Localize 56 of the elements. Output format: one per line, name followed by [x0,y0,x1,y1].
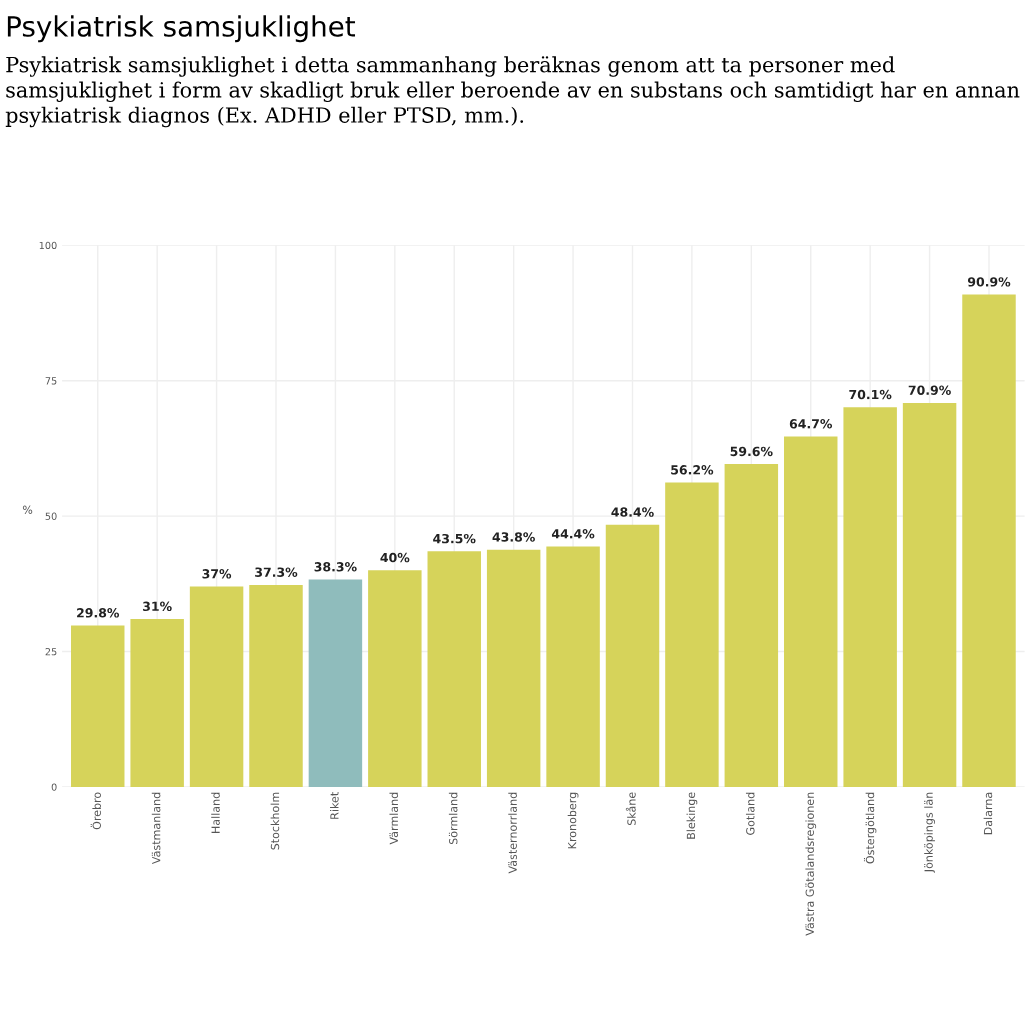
x-tick-label: Kronoberg [567,792,579,849]
chart-subtitle: Psykiatrisk samsjuklighet i detta sammanhang beräknas genom att ta personer med samsjuklighet i form av skadligt bruk eller beroende av en substans och samtidigt har en annan psykiatrisk diagnos (Ex. ADHD eller PTSD, mm.). [5,56,1020,128]
x-tick-label: Västernorrland [508,792,517,874]
bar [368,570,422,787]
bar [308,579,363,787]
x-tick-label: Stockholm [270,792,280,850]
bar [902,402,957,787]
data-label: 29.8% [77,608,120,618]
x-tick-label: Värmland [389,792,399,845]
bar [665,482,719,787]
bar [486,549,541,787]
x-tick-label: Halland [211,792,220,833]
data-label: 31% [143,601,172,612]
data-label: 64.7% [789,419,833,429]
data-label: 37% [202,569,232,579]
bar [962,294,1016,787]
data-label: 70.1% [849,389,892,400]
x-tick-label: Skåne [625,792,636,826]
y-tick-label: 75 [45,377,57,385]
y-tick-label: 100 [39,241,57,250]
x-tick-label: Riket [330,792,339,819]
bar [784,436,838,787]
y-tick-label: 0 [51,783,57,791]
x-tick-label: Sörmland [448,792,458,845]
data-label: 90.9% [967,277,1011,287]
data-label: 44.4% [551,529,595,539]
data-label: 56.2% [671,465,714,475]
bar [605,524,660,787]
x-tick-label: Jönköpings län [924,792,935,873]
y-tick-label: 50 [45,512,57,520]
x-tick-label: Gotland [745,792,755,835]
bar [189,586,244,787]
x-tick-label: Örebro [90,792,101,830]
bar [427,551,481,787]
x-tick-label: Västmanland [151,792,161,865]
x-tick-label: Östergötland [863,792,877,864]
chart-title: Psykiatrisk samsjuklighet [7,15,356,43]
bar [71,625,125,787]
bar [249,584,303,787]
y-tick-label: 25 [45,648,57,656]
bar [130,619,184,787]
data-label: 37.3% [255,567,298,577]
data-label: 38.3% [314,562,357,572]
x-tick-label: Blekinge [686,792,698,839]
y-axis-title: % [22,505,33,514]
data-label: 70.9% [908,385,951,395]
bar [546,546,600,787]
x-tick-label: Västra Götalandsregionen [805,792,817,936]
data-label: 40% [380,552,410,563]
data-label: 48.4% [611,507,654,517]
data-label: 59.6% [730,446,773,457]
data-label: 43.8% [492,532,535,542]
data-label: 43.5% [433,533,476,544]
x-tick-label: Dalarna [983,792,993,835]
bar [843,407,897,787]
bar [724,464,779,787]
